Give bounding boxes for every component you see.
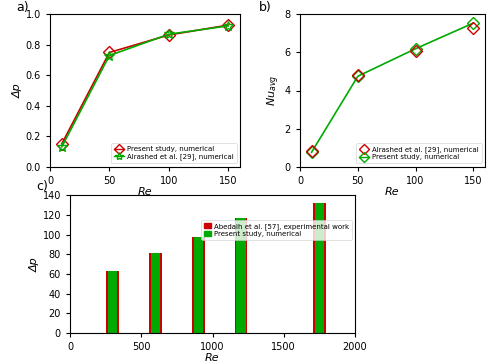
Y-axis label: Δp: Δp bbox=[13, 83, 23, 98]
Bar bbox=[194, 237, 203, 333]
X-axis label: Re: Re bbox=[205, 353, 220, 362]
Text: a): a) bbox=[16, 1, 28, 14]
Bar bbox=[236, 218, 246, 333]
Legend: Abedaih et al. [57], experimental work, Present study, numerical: Abedaih et al. [57], experimental work, … bbox=[201, 220, 352, 240]
Bar bbox=[315, 203, 324, 333]
Bar bbox=[108, 271, 118, 333]
Y-axis label: $\mathit{Nu}_{avg}$: $\mathit{Nu}_{avg}$ bbox=[266, 75, 282, 106]
Text: b): b) bbox=[260, 1, 272, 14]
Legend: Alrashed et al. [29], numerical, Present study, numerical: Alrashed et al. [29], numerical, Present… bbox=[356, 143, 482, 163]
X-axis label: Re: Re bbox=[385, 187, 400, 197]
Text: c): c) bbox=[36, 180, 48, 193]
Bar bbox=[106, 271, 119, 333]
Y-axis label: Δp: Δp bbox=[30, 257, 40, 272]
Bar bbox=[313, 203, 326, 333]
Bar bbox=[234, 218, 248, 333]
Bar bbox=[149, 253, 162, 333]
Legend: Present study, numerical, Alrashed et al. [29], numerical: Present study, numerical, Alrashed et al… bbox=[111, 143, 236, 163]
Bar bbox=[151, 253, 160, 333]
Bar bbox=[192, 237, 204, 333]
X-axis label: Re: Re bbox=[138, 187, 152, 197]
